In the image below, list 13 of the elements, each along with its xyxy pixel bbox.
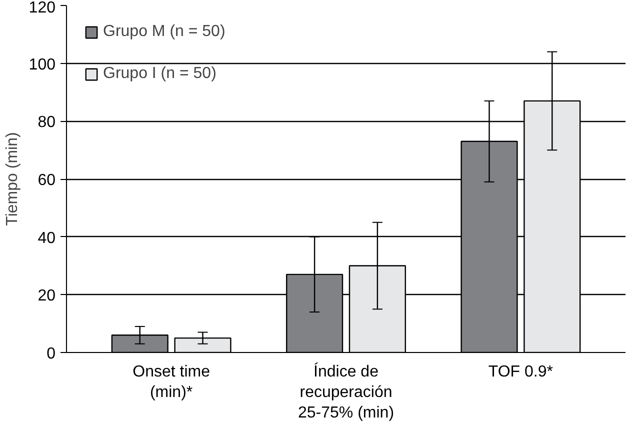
x-tick-label: Onset time (min)* xyxy=(132,364,210,401)
x-tick-label: Índice de recuperación 25-75% (min) xyxy=(298,362,394,422)
y-tick-label: 100 xyxy=(28,56,56,74)
y-tick-label: 20 xyxy=(38,288,56,305)
y-tick-label: 80 xyxy=(38,114,56,132)
y-tick-label: 60 xyxy=(38,172,56,189)
legend-label: Grupo M (n = 50) xyxy=(103,23,226,41)
y-tick-label: 120 xyxy=(28,0,56,16)
y-axis-title: Tiempo (min) xyxy=(4,132,21,226)
legend-label: Grupo I (n = 50) xyxy=(103,65,216,83)
x-tick-label: TOF 0.9* xyxy=(488,364,554,380)
y-tick-label: 0 xyxy=(46,346,56,362)
y-tick-label: 40 xyxy=(38,230,56,247)
